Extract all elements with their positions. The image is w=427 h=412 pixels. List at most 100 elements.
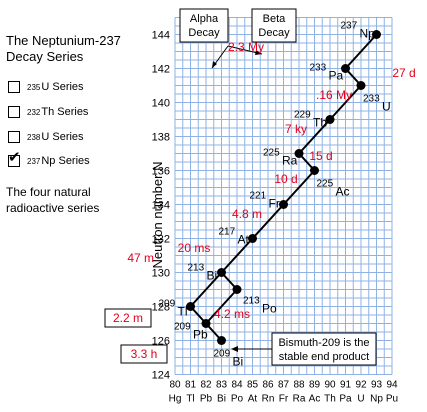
note-arrowhead-icon [231,346,238,352]
x-tick-label: 94 [386,380,398,391]
decay-path [344,33,378,70]
nuclide-mass: 225 [317,179,334,190]
series-option-np237[interactable]: ✔ 237 Np Series [8,150,90,169]
half-life-label: 4.8 m [232,207,262,221]
x-tick-symbol: Ac [309,394,321,405]
x-tick-label: 92 [355,380,367,391]
nuclide-symbol: U [382,100,391,114]
decay-path [298,118,331,155]
nuclide-symbol: Pa [329,69,344,83]
caption-line1: The four natural [6,185,91,199]
nuclide-symbol: Pb [193,328,208,342]
x-tick-symbol: Pu [386,394,398,405]
nuclide-symbol: Po [262,302,277,316]
x-tick-symbol: U [357,394,364,405]
beta-arrowhead-icon [255,50,262,55]
series-option-th232[interactable]: 232 Th Series [8,104,88,120]
nuclide-symbol: Ra [282,154,298,168]
nuclide-mass: 237 [341,21,358,32]
y-axis-label: Neutron number N [150,162,165,269]
nuclide-dot [217,268,226,277]
x-tick-symbol: Tl [186,394,194,405]
half-life-label: 4.2 ms [214,307,250,321]
nuclide-dot [279,200,288,209]
half-life-label: 3.3 h [131,347,158,361]
y-tick-label: 130 [152,268,170,280]
half-life-label: 10 d [274,172,297,186]
half-life-box [120,344,168,364]
series-option-label: U Series [41,81,84,93]
half-life-label: .16 My [316,88,352,102]
left-panel: The Neptunium-237 Decay Series 235 U Ser… [0,0,160,412]
x-tick-label: 84 [231,380,243,391]
y-tick-label: 132 [152,234,170,246]
y-tick-label: 128 [152,302,170,314]
nuclide-dot [232,285,242,294]
nuclide-mass: 225 [263,148,280,159]
mass-number: 235 [27,82,41,92]
series-option-u235[interactable]: 235 U Series [8,79,84,95]
nuclide-mass: 221 [250,191,267,202]
y-tick-label: 140 [152,98,170,110]
nuclides: 237Np233Pa233U229Th225Ra225Ac221Fr217At2… [159,21,391,369]
nuclide-symbol: Ac [336,185,350,199]
decay-path [282,169,316,206]
alpha-legend-line1: Alpha [190,13,219,25]
nuclide-dot [325,115,335,124]
half-life-label: 27 d [392,66,415,80]
alpha-legend-box [179,8,229,43]
alpha-legend-line2: Decay [188,27,220,39]
series-title-line1: The Neptunium-237 [6,33,121,48]
x-tick-label: 87 [278,380,290,391]
half-life-label: 47 m [127,251,154,265]
decay-path [205,288,238,325]
checkbox-checked[interactable]: ✔ [8,150,21,167]
x-tick-symbol: Bi [217,394,226,405]
mass-number: 237 [27,156,41,166]
beta-legend-line2: Decay [258,27,290,39]
note-box [271,332,377,366]
decay-path [220,237,254,274]
nuclide-mass: 233 [363,94,380,105]
nuclide-symbol: Fr [269,197,280,211]
nuclide-mass: 209 [214,349,231,360]
half-life-box [104,308,152,328]
nuclide-symbol: At [238,233,250,247]
y-tick-label: 138 [152,132,170,144]
x-tick-label: 80 [169,380,181,391]
nuclide-mass: 213 [243,296,260,307]
y-tick-label: 124 [152,370,170,382]
mass-number: 238 [27,132,41,142]
nuclide-dot [372,30,381,39]
x-tick-symbol: Hg [169,394,182,405]
checkbox[interactable] [8,106,20,118]
series-option-label: Np Series [41,155,90,167]
x-tick-label: 90 [324,380,336,391]
y-tick-label: 144 [152,30,170,42]
x-tick-label: 86 [262,380,274,391]
nuclide-dot [341,64,350,73]
x-tick-label: 93 [371,380,383,391]
x-tick-label: 89 [309,380,321,391]
half-life-label: 2.2 m [113,311,143,325]
y-tick-label: 136 [152,166,170,178]
mass-number: 232 [27,107,41,117]
y-tick-label: 142 [152,64,170,76]
nuclide-symbol: Bi [207,269,218,283]
nuclide-dot [310,166,319,175]
series-option-label: U Series [41,131,84,143]
decay-path [251,203,285,240]
legend: Alpha Decay Beta Decay [179,8,297,69]
checkmark-icon: ✔ [8,149,21,166]
x-tick-label: 82 [200,380,212,391]
x-tick-symbol: Po [231,394,244,405]
checkbox[interactable] [8,131,20,143]
half-life-label: 7 ky [285,122,307,136]
nuclide-symbol: Np [360,27,376,41]
x-tick-symbol: Pa [339,394,352,405]
x-tick-symbol: At [248,394,258,405]
series-option-u238[interactable]: 238 U Series [8,129,84,145]
nuclide-symbol: Tl [178,305,188,319]
checkbox[interactable] [8,81,20,93]
nuclide-mass: 213 [188,263,205,274]
